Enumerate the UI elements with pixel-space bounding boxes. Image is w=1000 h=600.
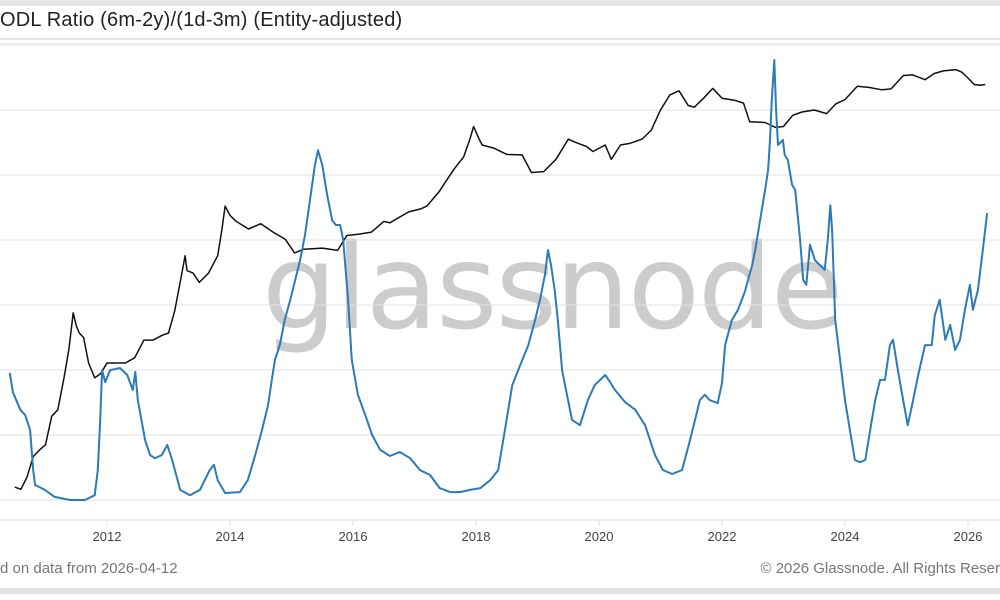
x-tick-label: 2018 — [461, 529, 491, 544]
x-tick-label: 2016 — [338, 529, 368, 544]
data-date-note: d on data from 2026-04-12 — [0, 560, 178, 577]
bottom-strip — [0, 588, 1000, 594]
x-tick-label: 2022 — [707, 529, 737, 544]
x-tick-label: 2020 — [584, 529, 614, 544]
x-tick-label: 2014 — [215, 529, 245, 544]
gridlines — [0, 44, 1000, 526]
chart-title: ODL Ratio (6m-2y)/(1d-3m) (Entity-adjust… — [0, 9, 403, 31]
top-strip — [0, 0, 1000, 6]
copyright-note: © 2026 Glassnode. All Rights Reser — [760, 560, 1000, 577]
ratio-series-line — [8, 59, 989, 501]
price-series-line — [14, 68, 986, 491]
title-divider-secondary — [0, 43, 1000, 44]
series-lines — [8, 59, 989, 501]
x-tick-label: 2026 — [953, 529, 983, 544]
x-tick-label: 2024 — [830, 529, 860, 544]
title-divider — [0, 38, 1000, 40]
x-tick-label: 2012 — [92, 529, 122, 544]
